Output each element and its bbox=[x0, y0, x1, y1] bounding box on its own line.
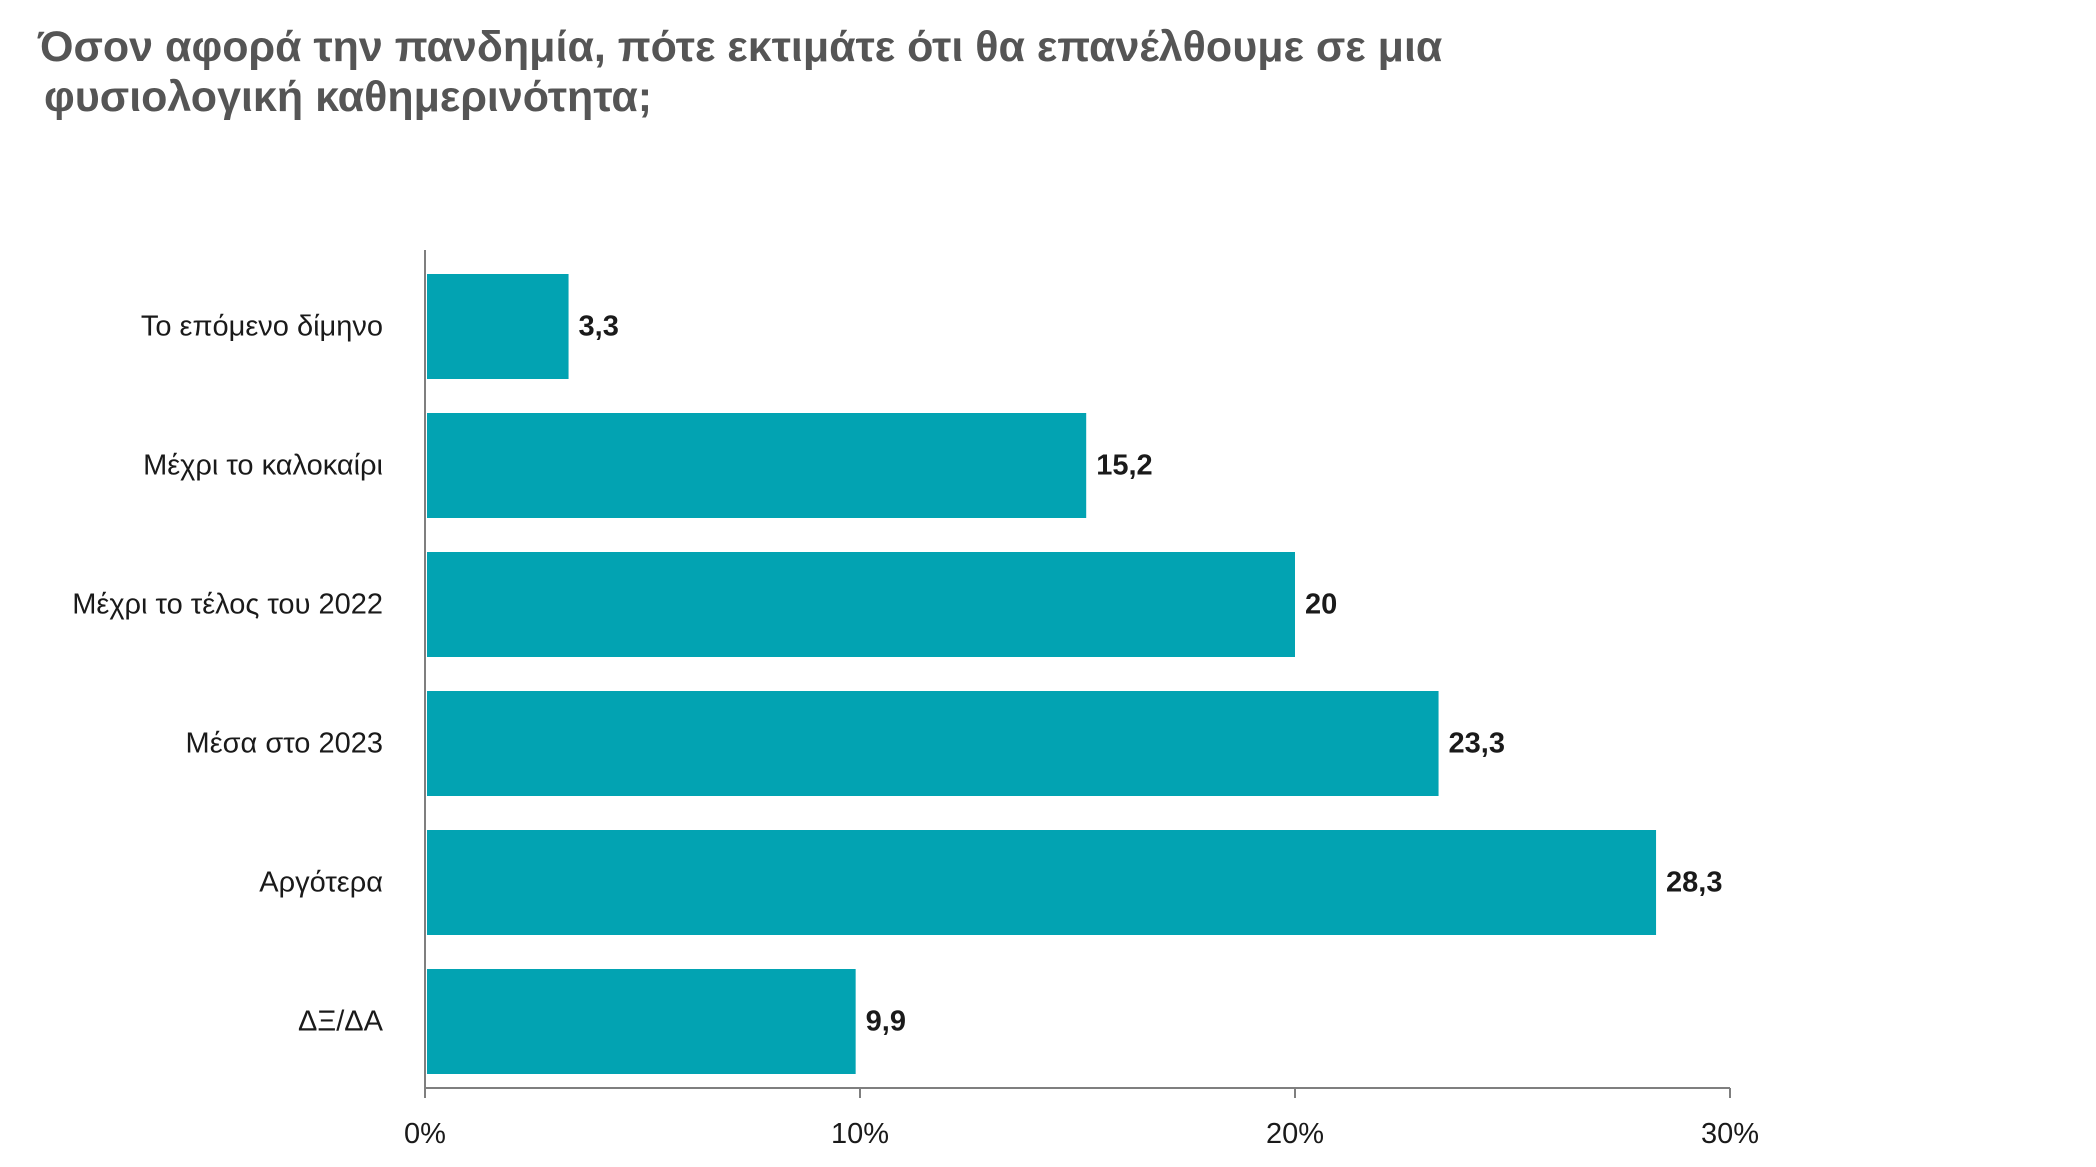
x-tick-label-3: 30% bbox=[1701, 1118, 1759, 1150]
labels-layer: Το επόμενο δίμηνο 3,3 Μέχρι το καλοκαίρι 15… bbox=[72, 311, 1759, 1151]
value-label-0: 3,3 bbox=[579, 311, 619, 343]
bar-0 bbox=[427, 274, 569, 379]
category-label-5: ΔΞ/ΔΑ bbox=[298, 1006, 384, 1038]
category-label-4: Αργότερα bbox=[259, 867, 383, 899]
value-label-3: 23,3 bbox=[1449, 728, 1505, 760]
bar-4 bbox=[427, 830, 1657, 935]
category-label-0: Το επόμενο δίμηνο bbox=[141, 311, 383, 343]
chart-title: Όσον αφορά την πανδημία, πότε εκτιμάτε ό… bbox=[38, 22, 1638, 122]
bars-layer bbox=[427, 274, 1657, 1074]
axis-layer bbox=[424, 250, 1731, 1098]
bar-2 bbox=[427, 552, 1295, 657]
chart-title-line-1: Όσον αφορά την πανδημία, πότε εκτιμάτε ό… bbox=[38, 23, 1443, 71]
x-tick-label-2: 20% bbox=[1266, 1118, 1324, 1150]
category-label-3: Μέσα στο 2023 bbox=[186, 728, 383, 760]
value-label-5: 9,9 bbox=[866, 1006, 906, 1038]
bar-1 bbox=[427, 413, 1087, 518]
x-tick-label-0: 0% bbox=[404, 1118, 446, 1150]
category-label-2: Μέχρι το τέλος του 2022 bbox=[72, 589, 383, 621]
x-tick-label-1: 10% bbox=[831, 1118, 889, 1150]
bar-3 bbox=[427, 691, 1439, 796]
value-label-2: 20 bbox=[1305, 589, 1337, 621]
value-label-1: 15,2 bbox=[1096, 450, 1152, 482]
chart-title-line-2: φυσιολογική καθημερινότητα; bbox=[44, 73, 653, 121]
value-label-4: 28,3 bbox=[1666, 867, 1722, 899]
bar-5 bbox=[427, 969, 856, 1074]
category-label-1: Μέχρι το καλοκαίρι bbox=[143, 450, 383, 482]
